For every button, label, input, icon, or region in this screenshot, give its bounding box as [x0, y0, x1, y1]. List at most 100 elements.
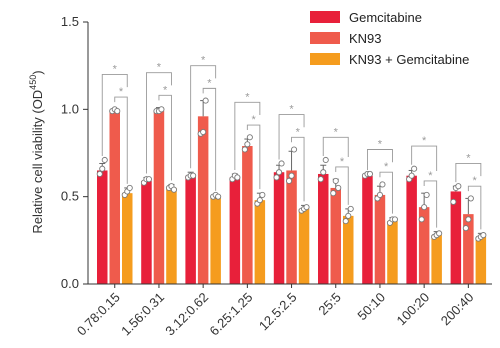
data-point — [455, 183, 462, 190]
significance-bracket — [467, 185, 482, 230]
significance-bracket — [202, 87, 217, 191]
significance-star: * — [340, 156, 345, 168]
x-tick-label: 0.78:0.15 — [74, 290, 123, 339]
significance-bracket — [246, 124, 261, 190]
y-axis-title-superscript: 450 — [28, 75, 38, 90]
bar — [229, 177, 241, 284]
data-point — [332, 177, 339, 184]
x-tick-label: 6.25:1.25 — [207, 290, 256, 339]
x-tick-label: 50:10 — [354, 290, 388, 324]
bar — [254, 200, 266, 284]
data-point — [158, 106, 165, 113]
data-point — [320, 169, 327, 176]
data-point — [275, 169, 283, 176]
significance-star: * — [296, 126, 301, 138]
data-point — [408, 172, 415, 179]
data-point — [126, 184, 133, 191]
significance-star: * — [422, 135, 427, 147]
significance-bracket — [291, 136, 305, 202]
significance-bracket — [278, 114, 305, 160]
significance-star: * — [163, 84, 168, 96]
significance-bracket — [423, 180, 438, 228]
bar — [475, 236, 487, 284]
bar — [298, 208, 310, 284]
data-point — [190, 172, 197, 179]
significance-bracket — [335, 166, 349, 205]
bar — [418, 207, 430, 284]
bar — [450, 191, 462, 284]
data-point — [278, 160, 285, 167]
data-point — [101, 156, 108, 164]
data-point — [303, 204, 310, 211]
legend-swatch — [310, 11, 340, 23]
data-point — [335, 184, 342, 191]
data-point — [345, 212, 352, 219]
significance-bracket — [322, 136, 349, 157]
data-point — [202, 97, 209, 104]
significance-bracket — [234, 101, 261, 170]
data-point — [465, 216, 472, 223]
bar — [109, 111, 120, 284]
significance-bracket — [190, 65, 217, 169]
data-point — [347, 205, 354, 212]
significance-star: * — [334, 126, 339, 138]
significance-star: * — [472, 175, 477, 187]
data-point — [391, 216, 399, 223]
bar — [210, 196, 221, 284]
bar — [97, 170, 108, 284]
bar — [374, 194, 386, 284]
bars-layer — [96, 97, 487, 284]
bar — [141, 180, 152, 284]
y-tick-label: 0.5 — [61, 189, 79, 204]
data-point — [379, 181, 386, 188]
data-point — [145, 176, 152, 183]
data-point — [234, 174, 241, 181]
legend-label: KN93 + Gemcitabine — [349, 52, 469, 67]
bar — [343, 215, 354, 284]
bar — [406, 175, 417, 284]
significance-star: * — [289, 104, 294, 116]
bar — [286, 170, 297, 284]
x-tick-label: 200:40 — [438, 290, 477, 329]
bar — [122, 193, 133, 284]
significance-brackets: ****************** — [101, 55, 482, 230]
bar — [185, 175, 196, 284]
significance-star: * — [113, 63, 118, 75]
data-point — [241, 146, 248, 153]
x-tick-label: 100:20 — [394, 290, 433, 329]
legend: Gemcitabine KN93 KN93 + Gemcitabine — [310, 10, 469, 67]
data-point — [259, 191, 266, 198]
significance-star: * — [157, 62, 162, 74]
data-point — [200, 128, 207, 136]
x-tick-label: 3.12:0.62 — [162, 290, 211, 339]
bar — [330, 187, 341, 284]
significance-bracket — [101, 73, 128, 156]
data-point — [462, 225, 469, 232]
data-point — [330, 190, 337, 197]
bar — [197, 116, 209, 284]
y-axis-title-close: ) — [30, 70, 45, 74]
data-point — [170, 186, 177, 193]
significance-star: * — [201, 55, 206, 67]
data-point — [285, 177, 293, 184]
x-tick-label: 12.5:2.5 — [256, 290, 300, 334]
data-point — [421, 204, 428, 211]
significance-star: * — [378, 139, 383, 151]
significance-star: * — [428, 170, 433, 182]
bar — [463, 214, 474, 284]
data-point — [376, 191, 384, 198]
data-point — [99, 165, 106, 172]
legend-swatch — [310, 32, 340, 44]
data-point — [215, 193, 222, 200]
data-point — [423, 191, 430, 198]
significance-star: * — [119, 86, 124, 98]
y-axis-title: Relative cell viability (OD450) — [28, 70, 45, 233]
x-tick-label: 1.56:0.31 — [118, 290, 167, 339]
significance-star: * — [251, 114, 256, 126]
data-point — [342, 218, 349, 225]
y-tick-label: 1.0 — [61, 101, 79, 116]
legend-swatch — [310, 53, 340, 65]
significance-bracket — [455, 163, 482, 183]
